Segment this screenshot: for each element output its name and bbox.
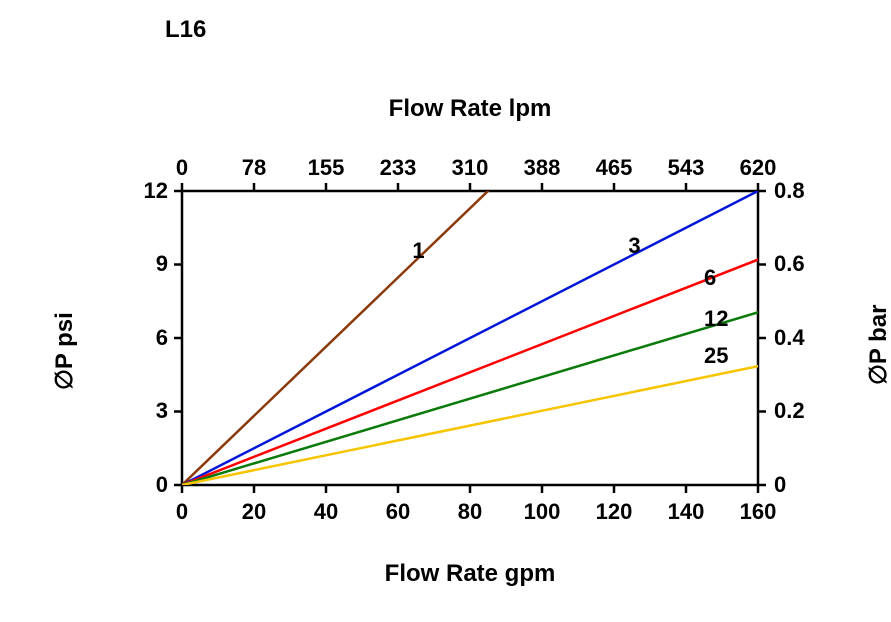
series-line-6 [182,248,787,485]
x-top-tick-label-3: 233 [358,155,438,181]
x-top-tick-label-6: 465 [574,155,654,181]
y-right-tick-label-2: 0.4 [774,325,805,351]
series-label-3: 3 [628,233,640,259]
y-right-tick-label-4: 0.8 [774,178,805,204]
x-bottom-tick-label-0: 0 [142,499,222,525]
series-line-1 [182,176,503,485]
series-label-1: 1 [412,238,424,264]
y-right-tick-label-3: 0.6 [774,251,805,277]
x-top-tick-label-1: 78 [214,155,294,181]
x-bottom-tick-label-4: 80 [430,499,510,525]
chart-svg [0,0,891,622]
x-bottom-tick-label-5: 100 [502,499,582,525]
y-right-tick-label-1: 0.2 [774,398,805,424]
series-label-12: 12 [704,306,728,332]
x-top-tick-label-5: 388 [502,155,582,181]
x-bottom-tick-label-1: 20 [214,499,294,525]
x-bottom-tick-label-8: 160 [718,499,798,525]
y-left-tick-label-4: 12 [144,178,168,204]
x-bottom-tick-label-2: 40 [286,499,366,525]
x-bottom-tick-label-3: 60 [358,499,438,525]
y-left-tick-label-3: 9 [156,251,168,277]
x-top-tick-label-7: 543 [646,155,726,181]
y-right-tick-label-0: 0 [774,472,786,498]
y-left-tick-label-1: 3 [156,398,168,424]
series-line-25 [182,360,787,485]
x-bottom-tick-label-7: 140 [646,499,726,525]
series-label-25: 25 [704,343,728,369]
x-top-tick-label-4: 310 [430,155,510,181]
y-left-tick-label-0: 0 [156,472,168,498]
x-bottom-tick-label-6: 120 [574,499,654,525]
x-top-tick-label-2: 155 [286,155,366,181]
y-left-tick-label-2: 6 [156,325,168,351]
series-label-6: 6 [704,265,716,291]
